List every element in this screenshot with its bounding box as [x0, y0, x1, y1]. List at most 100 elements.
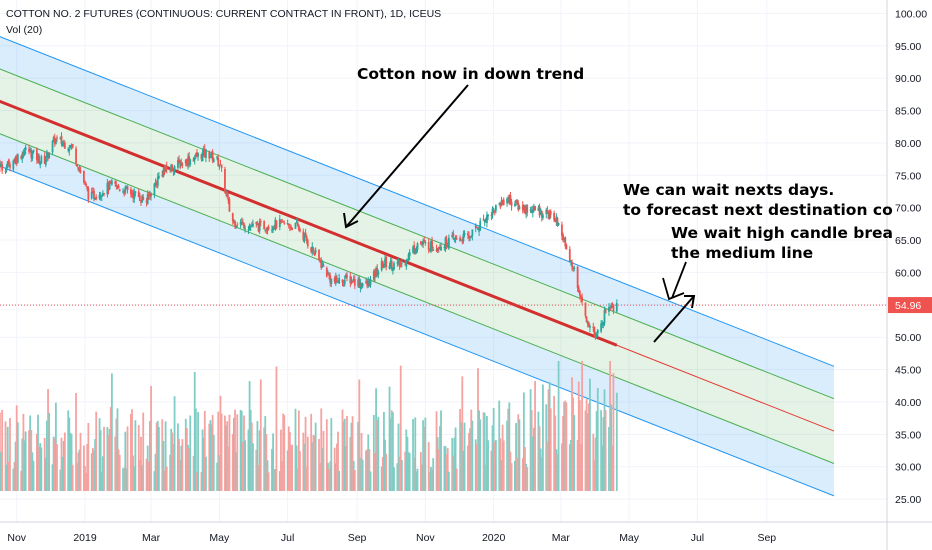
- volume-bar: [90, 453, 93, 491]
- candle-body: [381, 261, 384, 268]
- candle-body: [328, 274, 330, 276]
- volume-bar: [445, 454, 448, 491]
- candle-body: [181, 164, 184, 166]
- candle-body: [385, 256, 388, 268]
- candle-body: [522, 206, 525, 210]
- volume-bar: [548, 381, 551, 491]
- candle-body: [138, 195, 141, 202]
- volume-bar: [408, 453, 411, 491]
- volume-bar: [461, 376, 464, 491]
- volume-bar: [484, 464, 487, 491]
- volume-bar: [249, 409, 252, 491]
- candle-body: [398, 260, 401, 267]
- candle-body: [610, 304, 613, 308]
- candle-body: [131, 192, 133, 195]
- volume-bar: [477, 368, 479, 491]
- candle-body: [76, 164, 79, 167]
- candle-body: [498, 203, 501, 205]
- volume-bar: [333, 447, 336, 491]
- volume-bar: [170, 428, 173, 491]
- volume-bar: [248, 381, 251, 491]
- volume-bar: [267, 472, 270, 491]
- annotation-arrowhead-downtrend: [343, 212, 359, 229]
- candle-body: [349, 276, 352, 284]
- volume-bar: [343, 418, 346, 491]
- volume-bar: [454, 427, 457, 491]
- volume-bar: [546, 441, 549, 491]
- candle-body: [439, 247, 441, 250]
- candle-body: [281, 219, 283, 221]
- annotation-wait-days-1[interactable]: We can wait nexts days.: [623, 181, 835, 199]
- volume-bar: [592, 433, 595, 491]
- candle-body: [444, 237, 447, 249]
- volume-bar: [197, 412, 199, 491]
- volume-bar: [609, 361, 611, 491]
- volume-bar: [39, 443, 42, 491]
- candle-body: [156, 176, 159, 187]
- candle-body: [13, 161, 16, 163]
- candle-body: [164, 165, 167, 173]
- candle-body: [471, 229, 474, 237]
- annotation-breakout-1[interactable]: We wait high candle brea: [671, 224, 893, 242]
- candle-body: [609, 308, 611, 310]
- volume-bar: [133, 466, 136, 491]
- volume-bar: [84, 466, 86, 491]
- annotation-downtrend[interactable]: Cotton now in down trend: [357, 65, 585, 83]
- candle-body: [516, 200, 519, 204]
- candle-body: [299, 229, 301, 232]
- candle-body: [210, 151, 213, 156]
- channel-inner-band: [0, 69, 834, 464]
- candle-body: [106, 182, 109, 195]
- volume-bar: [91, 447, 94, 491]
- volume-bar: [312, 435, 315, 491]
- candle-body: [311, 246, 314, 253]
- candle-body: [170, 164, 173, 171]
- volume-bar: [325, 419, 328, 491]
- x-tick-label: Nov: [416, 532, 435, 544]
- volume-bar: [358, 379, 361, 491]
- candle-body: [32, 149, 35, 152]
- volume-bar: [255, 449, 258, 491]
- candle-body: [404, 264, 407, 266]
- volume-bar: [530, 410, 533, 491]
- candle-body: [396, 262, 399, 264]
- candle-body: [357, 279, 360, 287]
- volume-bar: [4, 421, 7, 491]
- volume-bar: [266, 460, 269, 491]
- volume-bar: [353, 469, 356, 491]
- candle-body: [282, 220, 285, 222]
- volume-bar: [406, 436, 409, 491]
- annotation-bent-arrow: [662, 277, 685, 301]
- candle-body: [338, 277, 341, 284]
- volume-bar: [521, 458, 524, 491]
- candle-body: [169, 169, 171, 171]
- volume-bar: [141, 465, 143, 491]
- volume-bar: [109, 407, 112, 491]
- volume-bar: [235, 452, 238, 491]
- candle-body: [188, 156, 191, 164]
- volume-bar: [576, 440, 579, 491]
- candle-body: [0, 163, 2, 168]
- volume-bar: [601, 445, 604, 491]
- volume-bar: [179, 460, 182, 491]
- volume-indicator-label[interactable]: Vol (20): [6, 24, 43, 36]
- candle-body: [28, 148, 30, 152]
- annotation-wait-days-2[interactable]: to forecast next destination co: [623, 201, 893, 219]
- candle-body: [5, 166, 8, 171]
- candle-body: [189, 159, 192, 165]
- volume-bar: [561, 443, 563, 491]
- candle-body: [602, 322, 605, 325]
- candle-body: [7, 159, 10, 163]
- candle-body: [53, 137, 56, 144]
- candle-body: [430, 241, 432, 252]
- symbol-title[interactable]: COTTON NO. 2 FUTURES (CONTINUOUS: CURREN…: [6, 8, 442, 20]
- volume-bar: [320, 408, 323, 491]
- channel-inner-upper-line: [0, 68, 835, 400]
- volume-bar: [85, 472, 88, 491]
- annotation-breakout-2[interactable]: the medium line: [671, 244, 814, 262]
- volume-bar: [98, 418, 101, 491]
- volume-bar: [31, 452, 34, 491]
- volume-bar: [318, 438, 320, 491]
- volume-bar: [389, 418, 392, 491]
